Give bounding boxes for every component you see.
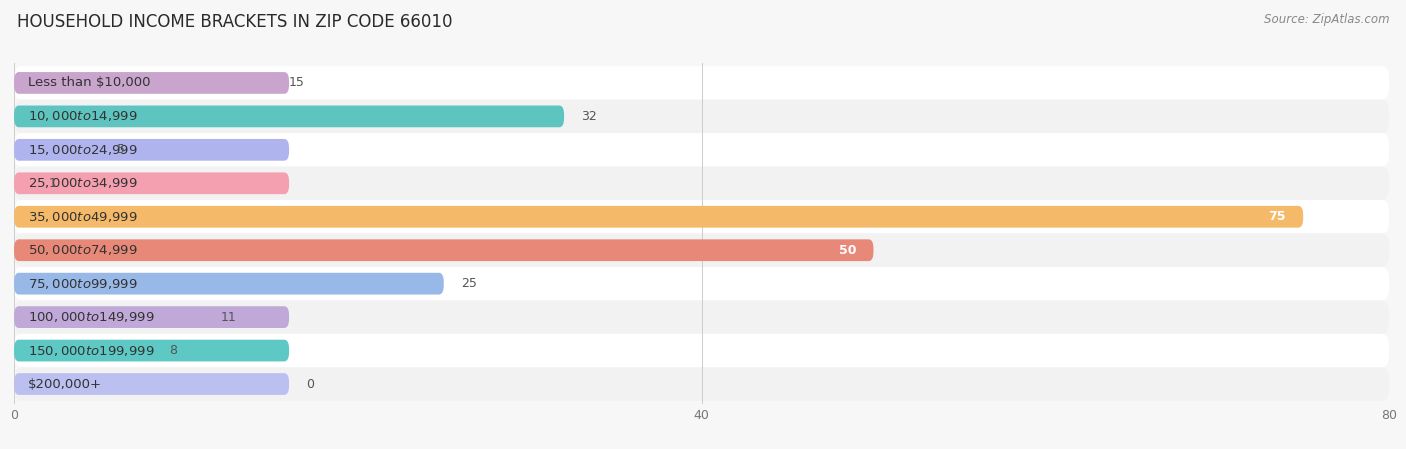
FancyBboxPatch shape [14,139,290,161]
Text: Less than $10,000: Less than $10,000 [28,76,150,89]
FancyBboxPatch shape [14,167,1389,200]
Text: 50: 50 [839,244,856,257]
Text: $35,000 to $49,999: $35,000 to $49,999 [28,210,138,224]
Text: 5: 5 [117,143,125,156]
Text: $150,000 to $199,999: $150,000 to $199,999 [28,343,155,357]
FancyBboxPatch shape [14,267,1389,300]
FancyBboxPatch shape [14,100,1389,133]
FancyBboxPatch shape [14,334,1389,367]
Text: 75: 75 [1268,210,1286,223]
Text: 15: 15 [290,76,305,89]
FancyBboxPatch shape [14,206,1303,228]
FancyBboxPatch shape [14,239,873,261]
FancyBboxPatch shape [14,367,1389,401]
FancyBboxPatch shape [14,72,290,94]
Text: $50,000 to $74,999: $50,000 to $74,999 [28,243,138,257]
FancyBboxPatch shape [14,133,1389,167]
FancyBboxPatch shape [14,66,1389,100]
Text: HOUSEHOLD INCOME BRACKETS IN ZIP CODE 66010: HOUSEHOLD INCOME BRACKETS IN ZIP CODE 66… [17,13,453,31]
FancyBboxPatch shape [14,340,290,361]
Text: Source: ZipAtlas.com: Source: ZipAtlas.com [1264,13,1389,26]
Text: $100,000 to $149,999: $100,000 to $149,999 [28,310,155,324]
FancyBboxPatch shape [14,172,290,194]
FancyBboxPatch shape [14,373,290,395]
Text: 1: 1 [48,177,56,190]
FancyBboxPatch shape [14,233,1389,267]
Text: 32: 32 [581,110,598,123]
Text: $200,000+: $200,000+ [28,378,101,391]
FancyBboxPatch shape [14,106,564,127]
Text: 11: 11 [221,311,236,324]
Text: 0: 0 [307,378,315,391]
Text: 25: 25 [461,277,477,290]
Text: $25,000 to $34,999: $25,000 to $34,999 [28,176,138,190]
Text: $10,000 to $14,999: $10,000 to $14,999 [28,110,138,123]
FancyBboxPatch shape [14,306,290,328]
Text: 8: 8 [169,344,177,357]
FancyBboxPatch shape [14,273,444,295]
Text: $15,000 to $24,999: $15,000 to $24,999 [28,143,138,157]
FancyBboxPatch shape [14,200,1389,233]
Text: $75,000 to $99,999: $75,000 to $99,999 [28,277,138,291]
FancyBboxPatch shape [14,300,1389,334]
